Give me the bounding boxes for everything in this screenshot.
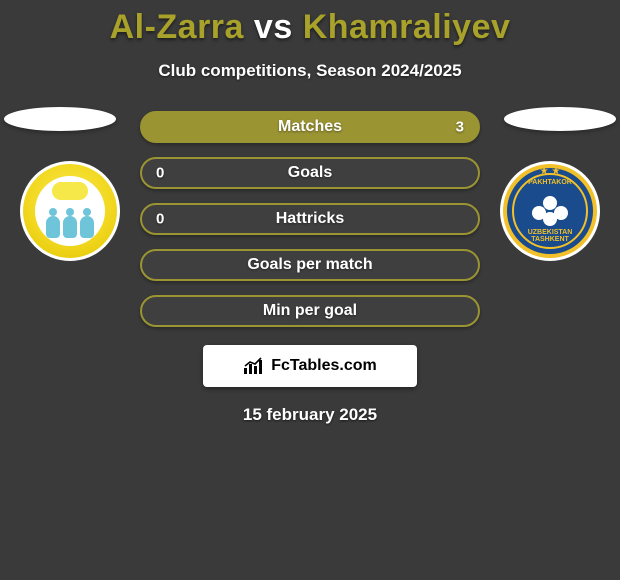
stat-row: Matches 3 xyxy=(140,111,480,143)
stat-label: Goals xyxy=(288,164,332,182)
stat-rows: Matches 3 0 Goals 0 Hattricks Goals per match M… xyxy=(140,111,480,327)
brand-text: FcTables.com xyxy=(271,357,377,375)
stats-area: ★ ★ PAKHTAKOR UZBEKISTAN TASHKENT Matche… xyxy=(0,111,620,425)
indicator-ellipse-right xyxy=(504,107,616,131)
title-vs: vs xyxy=(254,8,293,46)
page-title: Al-Zarra vs Khamraliyev xyxy=(0,0,620,47)
brand-badge: FcTables.com xyxy=(203,345,417,387)
indicator-ellipse-left xyxy=(4,107,116,131)
stat-row: Goals per match xyxy=(140,249,480,281)
club-crest-right: ★ ★ PAKHTAKOR UZBEKISTAN TASHKENT xyxy=(500,161,600,261)
stat-value-left: 0 xyxy=(156,211,164,228)
crest-right-graphic: ★ ★ PAKHTAKOR UZBEKISTAN TASHKENT xyxy=(503,164,597,258)
subtitle: Club competitions, Season 2024/2025 xyxy=(0,61,620,81)
stat-value-left: 0 xyxy=(156,165,164,182)
crest-right-text-bottom: UZBEKISTAN TASHKENT xyxy=(514,229,586,243)
comparison-date: 15 february 2025 xyxy=(0,405,620,425)
comparison-card: Al-Zarra vs Khamraliyev Club competition… xyxy=(0,0,620,425)
title-player-right: Khamraliyev xyxy=(303,8,511,46)
title-player-left: Al-Zarra xyxy=(110,8,244,46)
stat-label: Matches xyxy=(278,118,342,136)
stat-label: Hattricks xyxy=(276,210,344,228)
stat-row: 0 Goals xyxy=(140,157,480,189)
club-crest-left xyxy=(20,161,120,261)
crest-left-graphic xyxy=(23,164,117,258)
stat-value-right: 3 xyxy=(456,119,464,136)
stat-label: Goals per match xyxy=(247,256,372,274)
stat-row: 0 Hattricks xyxy=(140,203,480,235)
stat-row: Min per goal xyxy=(140,295,480,327)
chart-icon xyxy=(243,357,265,375)
stat-label: Min per goal xyxy=(263,302,357,320)
crest-right-text-top: PAKHTAKOR xyxy=(514,179,586,186)
